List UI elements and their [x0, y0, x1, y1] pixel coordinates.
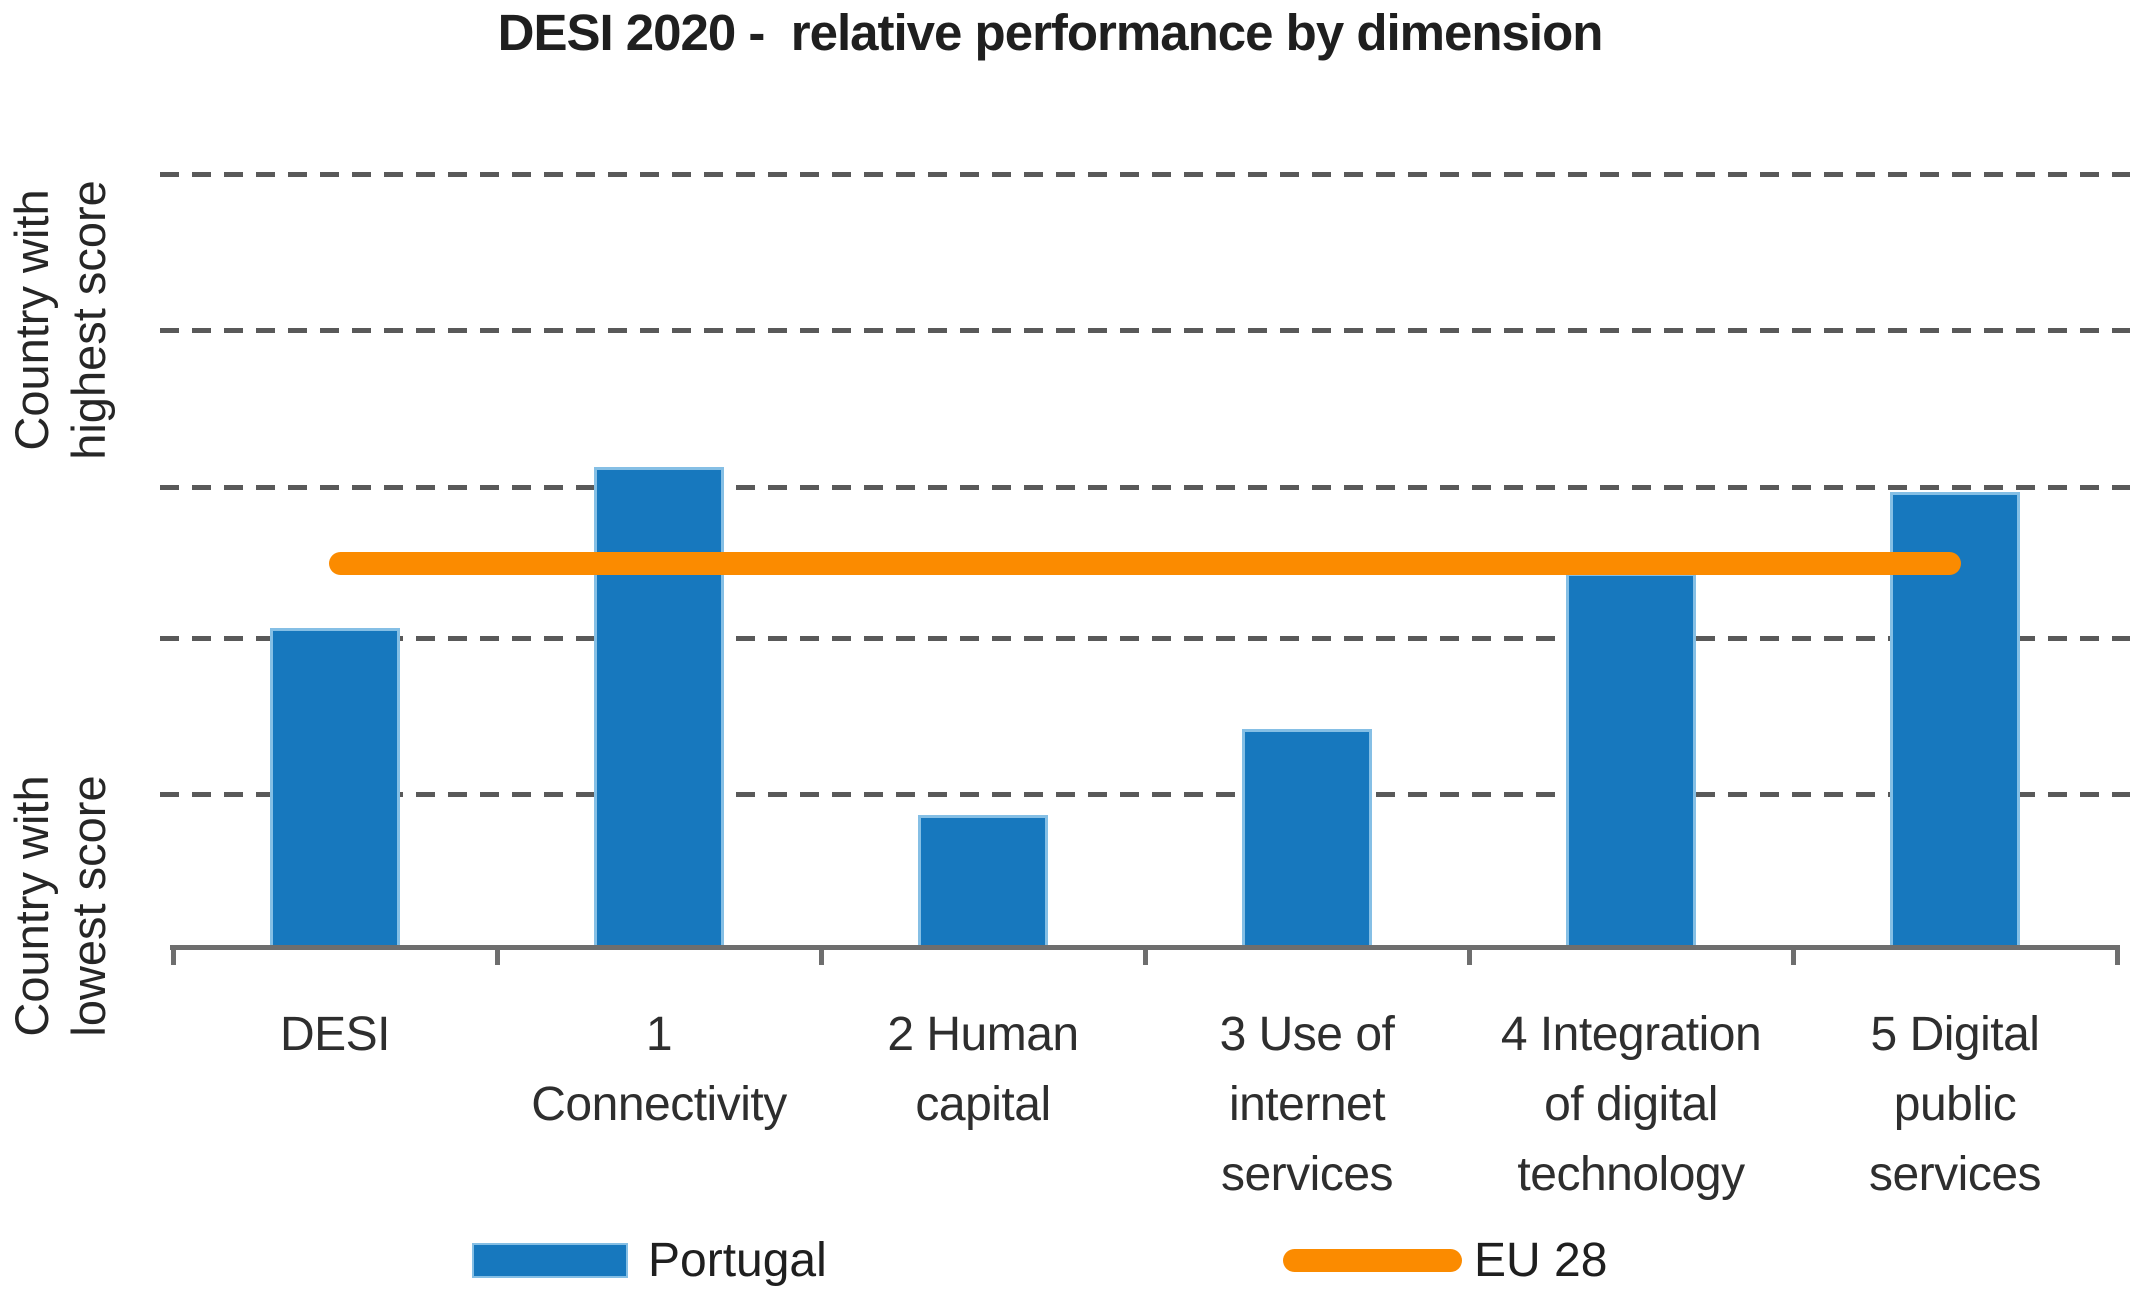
legend-eu-line-swatch — [1283, 1249, 1462, 1272]
x-axis-tick-0 — [171, 948, 176, 965]
x-axis-tick-6 — [2115, 948, 2120, 965]
y-axis-label-highest-text: Country with highest score — [5, 180, 115, 460]
x-axis-tick-5 — [1791, 948, 1796, 965]
y-axis-label-lowest: Country with lowest score — [2, 628, 124, 1184]
x-axis-label-integration: 4 Integration of digital technology — [1500, 1008, 1762, 1201]
y-axis-label-highest: Country with highest score — [2, 30, 124, 610]
bar-3-use-of-internet-services — [1242, 728, 1372, 947]
x-axis-label-digital-public: 5 Digital public services — [1868, 1008, 2042, 1201]
bar-2-human-capital — [918, 814, 1048, 947]
x-axis-label-connectivity: 1 Connectivity — [531, 1008, 787, 1131]
x-axis-tick-3 — [1143, 948, 1148, 965]
gridline-3 — [160, 484, 2130, 490]
x-axis-label-human-capital: 2 Human capital — [887, 1008, 1079, 1131]
bar-1-connectivity — [594, 467, 724, 947]
chart-title: DESI 2020 - relative performance by dime… — [497, 4, 1604, 61]
gridline-1 — [160, 791, 2130, 797]
eu28-line — [329, 551, 1961, 575]
gridline-4 — [160, 328, 2130, 334]
legend-portugal-label: Portugal — [648, 1234, 827, 1287]
x-axis-tick-4 — [1467, 948, 1472, 965]
bar-desi — [270, 628, 400, 947]
legend-eu-label: EU 28 — [1474, 1234, 1608, 1287]
gridline-5 — [160, 172, 2130, 178]
gridline-2 — [160, 635, 2130, 641]
x-axis-line — [170, 945, 2120, 950]
legend-portugal-swatch — [472, 1243, 628, 1278]
x-axis-label-desi: DESI — [279, 1008, 391, 1061]
bar-4-integration-of-digital-technology — [1566, 572, 1696, 947]
x-axis-label-use-of-internet: 3 Use of internet services — [1219, 1008, 1395, 1201]
x-axis-tick-2 — [819, 948, 824, 965]
x-axis-tick-1 — [495, 948, 500, 965]
y-axis-label-lowest-text: Country with lowest score — [5, 775, 115, 1037]
